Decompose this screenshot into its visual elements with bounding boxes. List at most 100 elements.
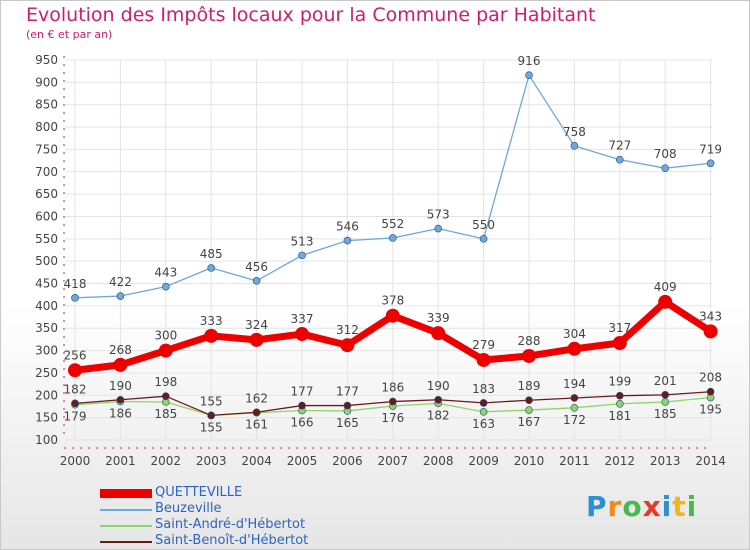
data-label: 758 (563, 125, 586, 139)
data-label: 288 (518, 334, 541, 348)
y-tick-label: 500 (35, 254, 58, 268)
x-tick-label: 2006 (332, 454, 363, 468)
data-point (162, 282, 170, 291)
data-point (479, 408, 488, 416)
data-point (703, 324, 718, 339)
y-tick-label: 850 (35, 98, 58, 112)
data-label: 708 (654, 147, 677, 161)
data-label: 182 (427, 408, 450, 422)
y-tick-label: 550 (35, 232, 58, 246)
y-tick-label: 600 (35, 209, 58, 223)
data-label: 279 (472, 338, 495, 352)
y-tick-label: 900 (35, 75, 58, 89)
data-label: 443 (154, 266, 177, 280)
x-tick-label: 2005 (287, 454, 318, 468)
data-point (567, 341, 582, 356)
data-label: 172 (563, 413, 586, 427)
data-point (388, 234, 397, 242)
data-point (615, 399, 624, 408)
data-point (343, 401, 352, 410)
data-label: 333 (200, 314, 223, 328)
y-tick-label: 400 (35, 299, 58, 313)
data-label: 190 (427, 379, 450, 393)
data-label: 185 (654, 407, 677, 421)
data-point (71, 294, 79, 302)
data-point (570, 394, 579, 402)
data-label: 167 (518, 415, 541, 429)
data-label: 199 (608, 375, 631, 389)
y-tick-label: 250 (35, 366, 58, 380)
data-label: 162 (245, 391, 268, 405)
proxiti-logo: Proxiti (586, 490, 698, 523)
data-point (113, 357, 128, 372)
data-label: 185 (154, 407, 177, 421)
x-tick-label: 2014 (695, 454, 726, 468)
data-point (615, 155, 624, 164)
legend-label: QUETTEVILLE (155, 485, 243, 500)
data-label: 201 (654, 374, 677, 388)
data-label: 719 (699, 142, 722, 156)
data-label: 304 (563, 327, 586, 341)
data-point (385, 308, 400, 323)
data-point (388, 397, 397, 406)
data-label: 165 (336, 416, 359, 430)
y-tick-label: 650 (35, 187, 58, 201)
data-point (661, 398, 670, 406)
data-label: 198 (154, 375, 177, 389)
data-point (706, 159, 715, 168)
data-point (525, 406, 533, 414)
x-tick-label: 2004 (241, 454, 272, 468)
data-point (476, 352, 491, 367)
data-label: 155 (200, 394, 223, 408)
legend-label: Beuzeville (155, 501, 222, 516)
data-label: 182 (64, 382, 87, 396)
legend-swatch (100, 525, 152, 527)
data-point (570, 404, 579, 412)
y-tick-label: 750 (35, 142, 58, 156)
data-label: 317 (608, 321, 631, 335)
y-tick-label: 350 (35, 321, 58, 335)
data-label: 378 (381, 294, 404, 308)
chart-subtitle: (en € et par an) (26, 28, 113, 41)
data-point (615, 391, 624, 400)
data-label: 208 (699, 371, 722, 385)
data-point (343, 236, 352, 245)
data-label: 339 (427, 311, 450, 325)
chart-title: Evolution des Impôts locaux pour la Comm… (26, 4, 596, 26)
data-label: 163 (472, 417, 495, 431)
y-tick-label: 800 (35, 120, 58, 134)
legend-label: Saint-Benoît-d'Hébertot (155, 533, 309, 548)
x-tick-label: 2010 (514, 454, 545, 468)
x-tick-label: 2002 (151, 454, 182, 468)
data-label: 186 (109, 407, 132, 421)
x-tick-label: 2003 (196, 454, 227, 468)
data-label: 268 (109, 343, 132, 357)
data-point (252, 408, 261, 417)
legend-swatch (100, 541, 152, 543)
y-tick-label: 450 (35, 277, 58, 291)
data-label: 195 (699, 403, 722, 417)
data-label: 181 (608, 409, 631, 423)
data-point (162, 392, 170, 400)
x-tick-label: 2013 (650, 454, 681, 468)
data-point (479, 235, 488, 243)
data-point (661, 391, 670, 399)
data-label: 456 (245, 260, 268, 274)
data-point (525, 396, 533, 405)
data-label: 422 (109, 275, 132, 289)
data-label: 550 (472, 218, 495, 232)
data-label: 176 (381, 411, 404, 425)
legend-swatch (100, 509, 152, 511)
data-label: 194 (563, 377, 586, 391)
data-point (116, 395, 125, 404)
y-tick-label: 150 (35, 411, 58, 425)
data-label: 186 (381, 381, 404, 395)
data-point (207, 411, 215, 420)
data-point (434, 395, 443, 404)
data-point (706, 387, 715, 396)
data-label: 916 (518, 54, 541, 68)
x-tick-label: 2007 (378, 454, 409, 468)
data-label: 155 (200, 420, 223, 434)
data-label: 573 (427, 208, 450, 222)
